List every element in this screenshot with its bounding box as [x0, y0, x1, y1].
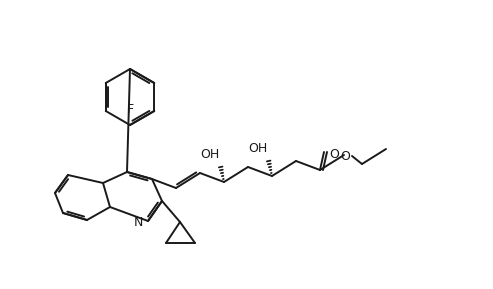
Text: N: N	[134, 216, 143, 229]
Text: OH: OH	[200, 149, 219, 162]
Text: OH: OH	[248, 142, 268, 155]
Text: F: F	[126, 103, 134, 116]
Text: O: O	[329, 147, 339, 160]
Text: O: O	[340, 149, 350, 162]
